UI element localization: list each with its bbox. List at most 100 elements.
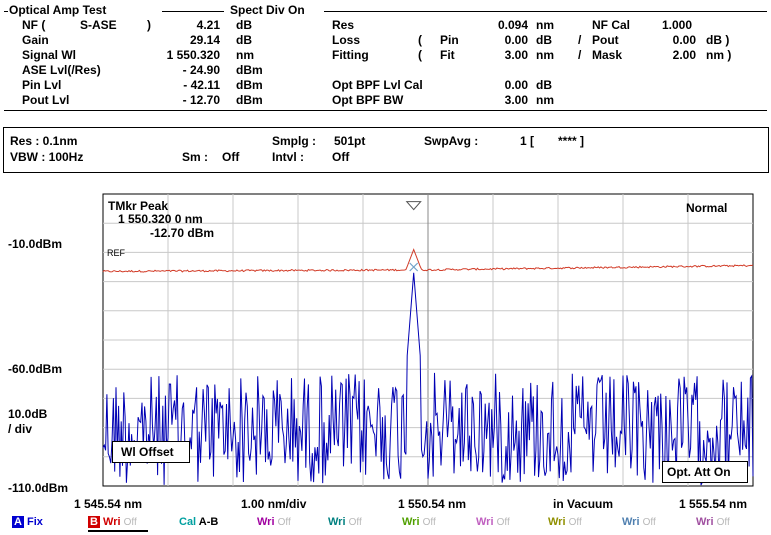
wl-offset-box [112,441,190,463]
ase-lvl-value: - 24.90 [182,63,220,77]
vbw-setting: VBW : 100Hz [10,150,84,164]
x-end-label: 1 555.54 nm [679,497,748,511]
signal-wl-value: 1 550.320 [166,48,220,62]
sm-label: Sm : [182,150,209,164]
smplg-value: 501pt [334,134,366,148]
header-rule-middle [162,11,224,12]
marker-title: TMkr Peak [108,199,169,213]
ase-lvl-label: ASE Lvl(/Res) [22,63,101,77]
intvl-value: Off [332,150,350,164]
display-mode: Normal [686,201,728,215]
pout-lvl-value: - 12.70 [182,93,220,107]
trace-c-tab[interactable]: Cal A-B [179,516,218,528]
fitting-unit: nm [536,48,554,62]
nf-unit: dB [236,18,252,32]
x-center-label: 1 550.54 nm [398,497,467,511]
trace-j-tab[interactable]: Wri Off [696,516,730,528]
marker-level: -12.70 dBm [150,226,215,240]
trace-a-line [102,272,754,486]
gain-label: Gain [22,33,49,47]
trace-f-name: Wri [402,516,420,528]
nf-mode: S-ASE [80,18,117,32]
loss-pout-value: 0.00 [672,33,696,47]
fitting-paren: ( [418,48,422,62]
pin-lvl-value: - 42.11 [183,78,220,92]
trace-g-name: Wri [476,516,494,528]
loss-paren: ( [418,33,422,47]
trace-j-name: Wri [696,516,714,528]
trace-e-state: Off [348,517,362,528]
trace-e-tab[interactable]: Wri Off [328,516,362,528]
x-div-label: 1.00 nm/div [241,497,307,511]
x-medium-label: in Vacuum [553,497,614,511]
trace-d-state: Off [277,517,291,528]
trace-a-tab[interactable]: A Fix [12,516,43,528]
marker-wavelength: 1 550.320 0 nm [118,212,203,226]
trace-b-letter: B [88,516,100,528]
nf-value: 4.21 [196,18,220,32]
fitting-sep: / [578,48,582,62]
trace-f-tab[interactable]: Wri Off [402,516,436,528]
ase-lvl-unit: dBm [236,63,263,77]
wl-offset-label: Wl Offset [121,445,174,459]
trace-d-tab[interactable]: Wri Off [257,516,291,528]
signal-wl-unit: nm [236,48,254,62]
trace-b-name: Wri [103,516,121,528]
pout-lvl-unit: dBm [236,93,263,107]
res-unit: nm [536,18,554,32]
loss-sub: Pin [440,33,459,47]
trace-g-tab[interactable]: Wri Off [476,516,510,528]
trace-h-tab[interactable]: Wri Off [548,516,582,528]
nf-cal-value: 1.000 [662,18,693,32]
ref-label: REF [107,248,126,258]
trace-b-underline [88,530,148,532]
trace-b-line [102,248,754,273]
signal-wl-label: Signal Wl [22,48,76,62]
trace-a-letter: A [12,516,24,528]
opt-bpf-lvl-cal-unit: dB [536,78,552,92]
nf-label: NF ( [22,18,46,32]
fitting-value: 3.00 [504,48,528,62]
trace-c-name: Cal [179,516,197,528]
pout-label: Pout [592,33,619,47]
mask-unit: nm ) [706,48,732,62]
opt-bpf-lvl-cal-value: 0.00 [504,78,528,92]
nf-close: ) [147,18,151,32]
peak-marker[interactable] [405,201,422,272]
loss-label: Loss [332,33,361,47]
trace-b-state: Off [123,517,137,528]
trace-i-state: Off [642,517,656,528]
nf-cal-label: NF Cal [592,18,631,32]
scale-unit-label: / div [8,422,33,436]
trace-b-tab[interactable]: B Wri Off [88,516,137,528]
opt-att-box [662,461,748,483]
header-rule-right [324,11,767,12]
fitting-sub: Fit [440,48,455,62]
pin-lvl-label: Pin Lvl [22,78,62,92]
settings-panel [3,127,769,173]
trace-f-state: Off [422,517,436,528]
mid-level-label: -60.0dBm [8,362,63,376]
loss-pout-unit: dB ) [706,33,730,47]
intvl-label: Intvl : [272,150,304,164]
res-setting: Res : 0.1nm [10,134,78,148]
opt-bpf-lvl-cal-label: Opt BPF Lvl Cal [332,78,423,92]
loss-sep: / [578,33,582,47]
gain-unit: dB [236,33,252,47]
trace-h-state: Off [568,517,582,528]
trace-i-name: Wri [622,516,640,528]
opt-bpf-bw-unit: nm [536,93,554,107]
trace-g-state: Off [496,517,510,528]
res-label: Res [332,18,355,32]
trace-a-name: Fix [27,516,43,528]
trace-i-tab[interactable]: Wri Off [622,516,656,528]
ref-level-label: -10.0dBm [8,237,63,251]
header-title: Optical Amp Test [9,3,107,17]
marker-cross [409,262,419,272]
marker-triangle [405,201,422,211]
scale-label: 10.0dB [8,407,48,421]
fitting-label: Fitting [332,48,369,62]
trace-c-state: A-B [198,516,219,528]
swpavg-value: 1 [ [520,134,535,148]
